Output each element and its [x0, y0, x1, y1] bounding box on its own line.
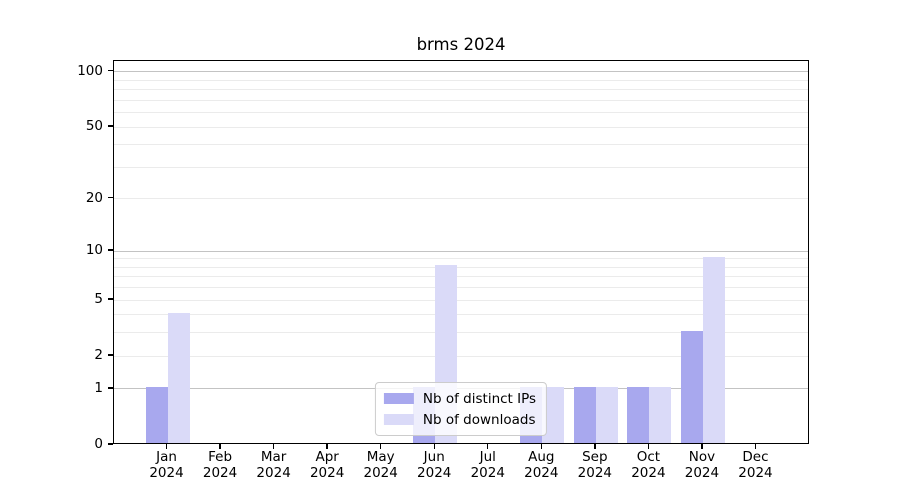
- y-tick-label: 20: [85, 189, 103, 206]
- chart-title: brms 2024: [416, 35, 506, 54]
- bar-distinct-ips: [627, 386, 650, 443]
- y-tick-mark: [108, 298, 113, 300]
- x-tick-mark: [272, 444, 275, 449]
- minor-gridline: [114, 314, 808, 316]
- x-tick-mark: [487, 444, 489, 449]
- x-tick-mark: [326, 444, 328, 449]
- y-tick-label: 2: [94, 347, 103, 364]
- bar-distinct-ips: [145, 386, 168, 443]
- bar-downloads: [702, 256, 725, 443]
- legend-item-downloads: Nb of downloads: [383, 409, 536, 430]
- minor-gridline: [114, 258, 808, 260]
- bar-distinct-ips: [680, 330, 703, 443]
- minor-gridline: [114, 144, 808, 146]
- x-tick-mark: [540, 444, 542, 449]
- x-tick-mark: [594, 444, 596, 449]
- bar-downloads: [542, 386, 565, 443]
- minor-gridline: [114, 126, 808, 128]
- legend-swatch-downloads-icon: [383, 414, 414, 425]
- major-gridline: [114, 250, 808, 252]
- x-tick-label: May 2024: [363, 449, 398, 481]
- bar-downloads: [167, 312, 190, 443]
- x-tick-mark: [165, 444, 168, 449]
- y-tick-mark: [108, 125, 113, 127]
- x-tick-label: Mar 2024: [256, 449, 291, 481]
- minor-gridline: [114, 287, 808, 289]
- x-tick-label: Nov 2024: [684, 449, 720, 481]
- legend-item-distinct-ips: Nb of distinct IPs: [383, 388, 537, 409]
- x-tick-label: Aug 2024: [524, 449, 559, 481]
- bar-downloads: [595, 386, 618, 443]
- minor-gridline: [114, 79, 808, 81]
- y-tick-mark: [108, 443, 113, 445]
- x-tick-mark: [647, 444, 650, 449]
- minor-gridline: [114, 332, 808, 334]
- y-tick-label: 10: [85, 242, 103, 259]
- plot-area: Nb of distinct IPs Nb of downloads: [113, 60, 809, 444]
- legend-label-distinct-ips: Nb of distinct IPs: [422, 390, 537, 407]
- bar-downloads: [649, 386, 672, 443]
- x-tick-label: Feb 2024: [202, 449, 238, 481]
- minor-gridline: [114, 99, 808, 101]
- x-tick-label: Jul 2024: [470, 449, 505, 481]
- y-tick-mark: [108, 70, 113, 72]
- legend: Nb of distinct IPs Nb of downloads: [374, 382, 548, 436]
- x-tick-label: Oct 2024: [631, 449, 666, 481]
- minor-gridline: [114, 198, 808, 200]
- minor-gridline: [114, 166, 808, 168]
- x-tick-mark: [379, 444, 382, 449]
- y-tick-label: 0: [94, 436, 103, 452]
- x-tick-label: Jun 2024: [417, 449, 452, 481]
- x-tick-label: Apr 2024: [309, 449, 345, 481]
- y-tick-mark: [108, 249, 113, 251]
- minor-gridline: [114, 266, 808, 268]
- minor-gridline: [114, 355, 808, 357]
- x-tick-label: Dec 2024: [738, 449, 773, 481]
- major-gridline: [114, 71, 808, 73]
- x-tick-mark: [219, 444, 221, 449]
- y-tick-mark: [108, 197, 113, 199]
- x-tick-mark: [754, 444, 757, 449]
- y-tick-mark: [108, 387, 113, 389]
- x-tick-mark: [701, 444, 703, 449]
- minor-gridline: [114, 299, 808, 301]
- minor-gridline: [114, 276, 808, 278]
- legend-swatch-distinct-ips-icon: [383, 393, 414, 404]
- y-tick-label: 5: [94, 291, 103, 308]
- minor-gridline: [114, 112, 808, 114]
- x-tick-label: Jan 2024: [149, 449, 184, 481]
- legend-label-downloads: Nb of downloads: [422, 411, 536, 428]
- y-tick-label: 100: [77, 62, 103, 79]
- x-tick-label: Sep 2024: [577, 449, 613, 481]
- x-tick-mark: [433, 444, 435, 449]
- bar-distinct-ips: [573, 386, 596, 443]
- minor-gridline: [114, 89, 808, 91]
- y-tick-label: 50: [85, 118, 103, 135]
- y-tick-label: 1: [94, 379, 103, 396]
- y-tick-mark: [108, 354, 113, 356]
